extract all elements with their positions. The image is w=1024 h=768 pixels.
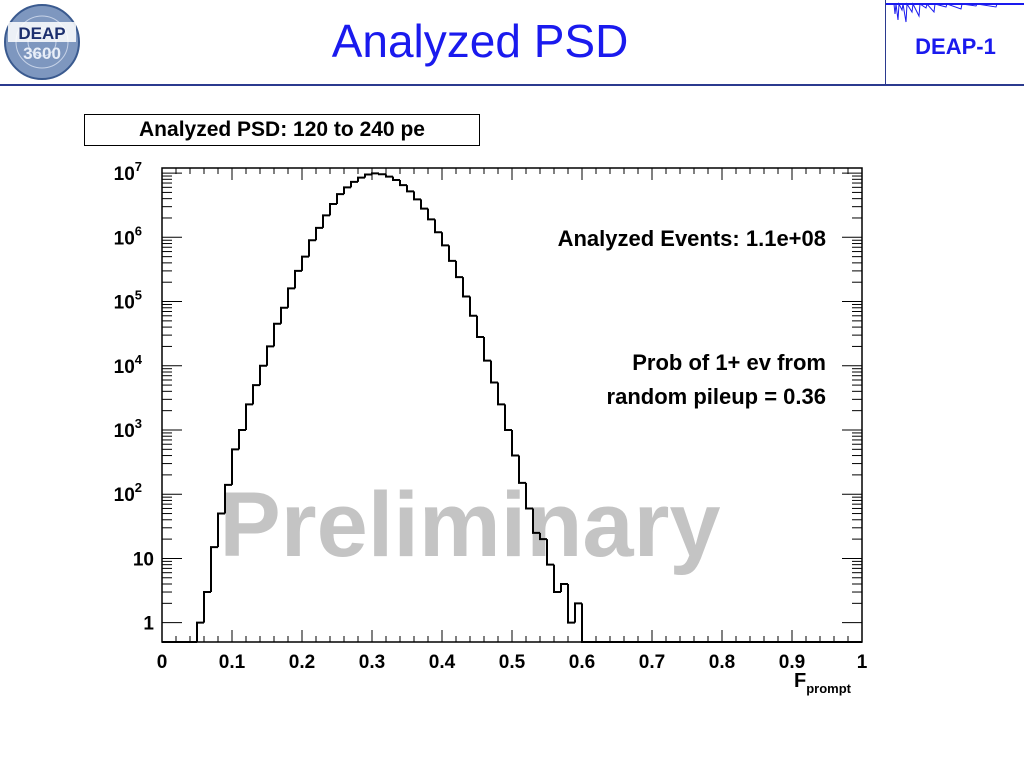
histogram-bin [294,269,302,289]
y-tick-label: 10 [133,549,154,570]
histogram-bin [371,172,379,175]
annotation-prob-line2: random pileup = 0.36 [607,384,826,409]
histogram-bin [455,260,463,279]
histogram-bin [231,448,239,485]
histogram-bin [259,364,267,386]
deap-logo: DEAP 3600 [4,4,80,80]
x-tick-label: 0.3 [359,652,385,673]
histogram-bin [392,176,400,182]
histogram-bin [560,582,568,593]
y-tick-label: 102 [114,480,142,506]
histogram-bin [518,455,526,484]
x-tick-label: 0.4 [429,652,456,673]
histogram-bin [273,322,281,347]
plot-title: Analyzed PSD: 120 to 240 pe [84,114,480,146]
slide-title: Analyzed PSD [331,15,629,67]
histogram-bin [546,539,554,566]
x-tick-label: 0 [157,652,168,673]
histogram-bin [322,214,330,228]
x-tick-label: 0.7 [639,652,665,673]
histogram-bin [308,239,316,257]
histogram-bin [350,180,358,188]
y-tick-label: 105 [114,288,142,314]
histogram-bin [511,429,519,457]
histogram-bin [553,564,561,594]
histogram-bin [203,591,211,623]
y-tick-label: 104 [114,352,143,378]
y-tick-label: 106 [114,223,142,249]
x-tick-label: 0.6 [569,652,595,673]
histogram-bin [343,186,351,195]
histogram-bin [490,360,498,384]
histogram-bin [574,602,582,623]
histogram-bin [329,203,337,216]
histogram-bin [196,621,204,642]
histogram-bin [483,337,491,362]
y-tick-label: 1 [143,614,154,635]
histogram-bin [567,583,575,624]
y-tick-label: 103 [114,416,142,442]
histogram-bin [406,185,414,193]
histogram-bin [378,173,386,176]
histogram-bin [280,306,288,324]
tag-label: DEAP-1 [915,34,996,59]
histogram-bin [462,277,470,298]
histogram-bin [210,546,218,593]
histogram-bin [252,384,260,405]
histogram-bin [420,199,428,210]
histogram-bin [581,603,589,643]
histogram-bin [427,208,435,221]
deap1-tag: DEAP-1 [885,0,1024,84]
histogram-bin [224,483,232,514]
y-tick-label: 107 [114,159,142,185]
histogram-bin [245,403,253,430]
histogram-bin [448,245,456,262]
annotation-events: Analyzed Events: 1.1e+08 [558,226,826,251]
histogram-bin [364,173,372,178]
histogram-bin [399,180,407,187]
histogram-bin [385,174,393,178]
histogram-bin [532,508,540,534]
waveform-icon [886,2,1024,23]
x-tick-label: 0.1 [219,652,246,673]
x-tick-label: 0.5 [499,652,526,673]
histogram-bin [301,255,309,271]
x-tick-label: 0.8 [709,652,735,673]
header-divider [0,84,1024,86]
histogram-bin [441,232,449,247]
x-tick-label: 1 [857,652,868,673]
histogram-bin [217,512,225,548]
annotation-prob-line1: Prob of 1+ ev from [632,350,826,375]
watermark-text: Preliminary [219,474,720,576]
histogram-bin [266,345,274,366]
histogram-bin [357,176,365,182]
x-axis-label: Fprompt [794,670,852,696]
histogram-bin [413,191,421,201]
histogram-bin [469,296,477,317]
logo-text-top: DEAP [18,24,65,43]
histogram-bin [476,315,484,339]
x-tick-label: 0.9 [779,652,805,673]
x-tick-label: 0.2 [289,652,315,673]
histogram-bin [315,226,323,241]
histogram-bin [539,532,547,541]
histogram-bin [497,382,505,406]
logo-text-bottom: 3600 [23,44,61,63]
histogram-bin [434,219,442,234]
histogram-bin [238,428,246,450]
histogram-bin [287,287,295,308]
histogram-bin [525,482,533,510]
histogram-bin [336,193,344,205]
histogram-bin [504,404,512,431]
